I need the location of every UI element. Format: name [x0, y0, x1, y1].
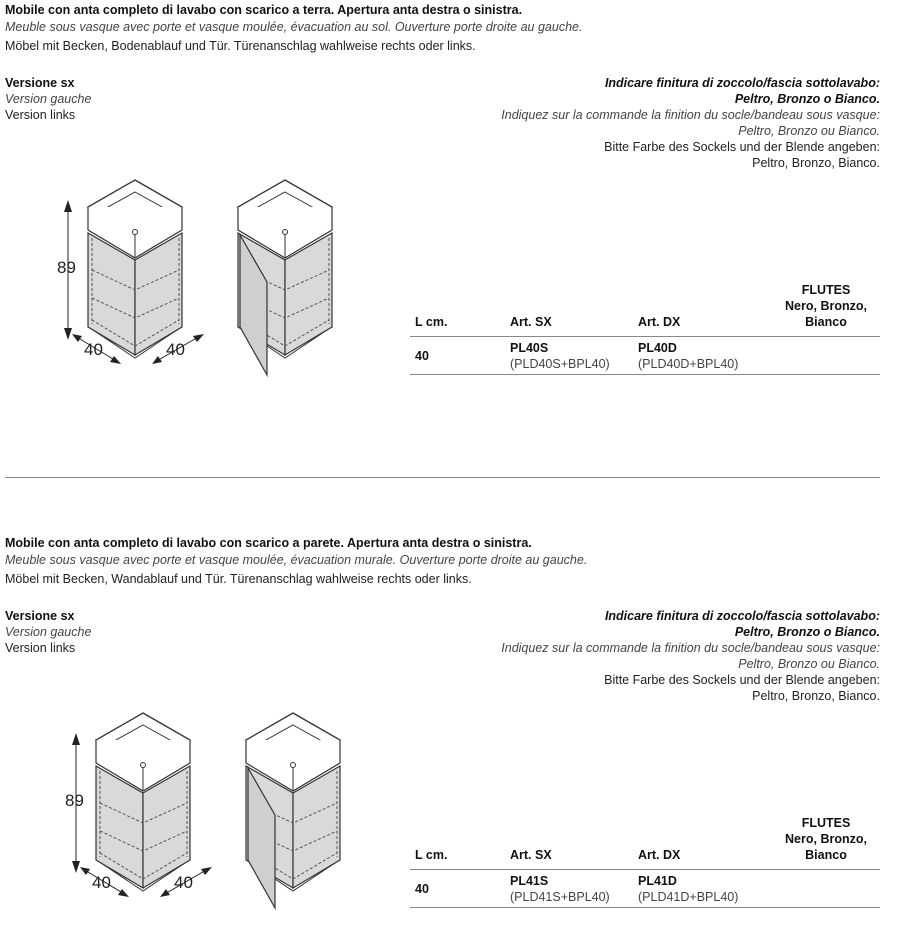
col-header-flutes-colors: Nero, Bronzo, [785, 832, 867, 846]
description-de: Möbel mit Becken, Bodenablauf und Tür. T… [5, 39, 476, 53]
col-header-art-sx: Art. SX [510, 315, 552, 329]
cell-art-sx: PL41S [510, 874, 549, 888]
table-header-rule [410, 336, 880, 337]
cell-art-sx-composition: (PLD40S+BPL40) [510, 357, 610, 371]
finish-options-fr: Peltro, Bronzo ou Bianco. [738, 657, 880, 671]
finish-options-de: Peltro, Bronzo, Bianco. [752, 156, 880, 170]
finish-note-it: Indicare finitura di zoccolo/fascia sott… [604, 609, 880, 623]
cabinet-drawing [64, 179, 333, 378]
cell-art-dx: PL40D [638, 341, 677, 355]
version-it: Versione sx [5, 76, 75, 90]
section-title: Mobile con anta completo di lavabo con s… [5, 3, 523, 17]
version-it: Versione sx [5, 609, 75, 623]
finish-options-it: Peltro, Bronzo o Bianco. [734, 92, 880, 106]
col-header-art-dx: Art. DX [638, 848, 681, 862]
col-header-flutes: FLUTES [801, 816, 851, 830]
cell-art-dx: PL41D [638, 874, 677, 888]
finish-note-fr: Indiquez sur la commande la finition du … [501, 108, 880, 122]
height-dimension: 89 [65, 791, 84, 810]
col-header-flutes-colors-2: Bianco [805, 315, 847, 329]
table-bottom-rule [410, 907, 880, 908]
width-dimension: 40 [84, 340, 103, 359]
cell-art-sx-composition: (PLD41S+BPL40) [510, 890, 610, 904]
finish-options-de: Peltro, Bronzo, Bianco. [752, 689, 880, 703]
table-header-rule [410, 869, 880, 870]
col-header-art-dx: Art. DX [638, 315, 681, 329]
version-fr: Version gauche [5, 625, 92, 639]
open-door [239, 232, 268, 378]
cell-art-sx: PL40S [510, 341, 549, 355]
cabinet-drawing [72, 712, 341, 911]
dimension-arrows [72, 733, 212, 897]
cell-width: 40 [415, 882, 429, 896]
cell-art-dx-composition: (PLD40D+BPL40) [638, 357, 739, 371]
finish-note-de: Bitte Farbe des Sockels und der Blende a… [604, 673, 880, 687]
finish-options-fr: Peltro, Bronzo ou Bianco. [738, 124, 880, 138]
col-header-flutes-colors-2: Bianco [805, 848, 847, 862]
version-de: Version links [5, 641, 76, 655]
section-divider [5, 477, 880, 478]
version-de: Version links [5, 108, 76, 122]
table-bottom-rule [410, 374, 880, 375]
open-door [247, 765, 276, 911]
product-section: Mobile con anta completo di lavabo con s… [0, 0, 897, 400]
description-de: Möbel mit Becken, Wandablauf und Tür. Tü… [5, 572, 472, 586]
finish-note-it: Indicare finitura di zoccolo/fascia sott… [604, 76, 880, 90]
depth-dimension: 40 [174, 873, 193, 892]
cell-width: 40 [415, 349, 429, 363]
finish-note-de: Bitte Farbe des Sockels und der Blende a… [604, 140, 880, 154]
col-header-width: L cm. [415, 315, 448, 329]
height-dimension: 89 [57, 258, 76, 277]
col-header-art-sx: Art. SX [510, 848, 552, 862]
finish-note-fr: Indiquez sur la commande la finition du … [501, 641, 880, 655]
dimension-arrows [64, 200, 204, 364]
finish-options-it: Peltro, Bronzo o Bianco. [734, 625, 880, 639]
col-header-flutes-colors: Nero, Bronzo, [785, 299, 867, 313]
product-section: Mobile con anta completo di lavabo con s… [0, 533, 897, 933]
depth-dimension: 40 [166, 340, 185, 359]
version-fr: Version gauche [5, 92, 92, 106]
description-fr: Meuble sous vasque avec porte et vasque … [5, 553, 588, 567]
col-header-width: L cm. [415, 848, 448, 862]
cell-art-dx-composition: (PLD41D+BPL40) [638, 890, 739, 904]
width-dimension: 40 [92, 873, 111, 892]
description-fr: Meuble sous vasque avec porte et vasque … [5, 20, 583, 34]
section-title: Mobile con anta completo di lavabo con s… [5, 536, 532, 550]
col-header-flutes: FLUTES [801, 283, 851, 297]
